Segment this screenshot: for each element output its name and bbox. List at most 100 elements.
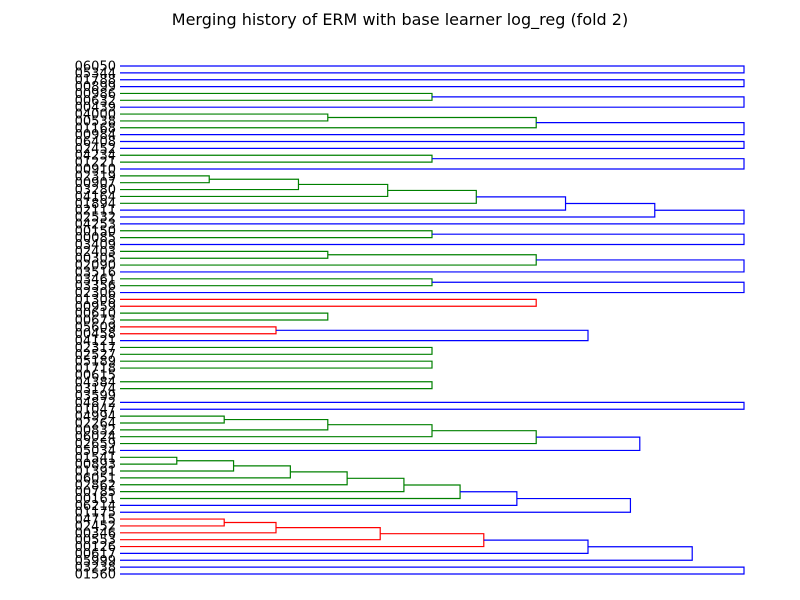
leaf-label: 03599	[75, 389, 116, 404]
leaf-label: 06024	[75, 430, 116, 445]
leaf-label: 05609	[75, 320, 116, 335]
leaf-label: 01308	[75, 293, 116, 308]
leaf-label: 00126	[75, 540, 116, 555]
leaf-label: 02659	[75, 437, 116, 452]
leaf-label: 03280	[75, 183, 116, 198]
leaf-label: 00832	[75, 423, 116, 438]
merge-link-blue	[120, 259, 745, 273]
merge-link-red	[120, 518, 225, 527]
leaf-label: 00673	[75, 314, 116, 329]
leaf-label: 02319	[75, 169, 116, 184]
merge-link-blue	[120, 566, 745, 575]
merge-link-blue	[120, 96, 745, 108]
leaf-label: 01391	[75, 465, 116, 480]
merge-link-blue	[120, 158, 745, 170]
merge-link-blue	[120, 122, 745, 136]
leaf-label: 04384	[75, 375, 116, 390]
merge-link-green	[120, 424, 433, 438]
leaf-label: 04234	[75, 149, 116, 164]
merge-link-blue	[120, 233, 745, 246]
merge-link-blue	[120, 65, 745, 74]
leaf-label: 02090	[75, 259, 116, 274]
merge-link-green	[120, 346, 433, 355]
leaf-label: 00615	[75, 368, 116, 383]
leaf-label: 00458	[75, 327, 116, 342]
merge-link-blue	[120, 546, 693, 561]
leaf-label: 02111	[75, 204, 116, 219]
merge-link-green	[120, 381, 433, 390]
leaf-label: 03409	[75, 238, 116, 253]
leaf-label: 03238	[75, 561, 116, 576]
merge-link-green	[120, 230, 433, 239]
dendrogram-links	[120, 65, 745, 575]
leaf-label: 00893	[75, 458, 116, 473]
leaf-label: 00150	[75, 224, 116, 239]
leaf-label: 03174	[75, 382, 116, 397]
merge-link-green	[120, 113, 329, 122]
merge-link-green	[120, 360, 433, 369]
merge-link-green	[120, 415, 225, 424]
leaf-labels: 0605005344017880089900986006320043904000…	[75, 60, 116, 583]
chart-title: Merging history of ERM with base learner…	[171, 10, 629, 29]
leaf-label: 05344	[75, 66, 116, 81]
merge-link-green	[120, 92, 433, 101]
leaf-label: 00910	[75, 162, 116, 177]
leaf-label: 06214	[75, 499, 116, 514]
leaf-label: 01175	[75, 506, 116, 521]
leaf-label: 04994	[75, 410, 116, 425]
leaf-label: 01541	[75, 451, 116, 466]
merge-link-red	[120, 527, 381, 541]
leaf-label: 05999	[75, 554, 116, 569]
merge-link-blue	[120, 209, 745, 225]
merge-link-blue	[120, 281, 745, 294]
merge-link-red	[120, 298, 537, 307]
leaf-label: 04253	[75, 217, 116, 232]
leaf-label: 02403	[75, 245, 116, 260]
leaf-label: 02862	[75, 478, 116, 493]
leaf-label: 01718	[75, 362, 116, 377]
leaf-label: 06050	[75, 60, 116, 75]
leaf-label: 00610	[75, 307, 116, 322]
leaf-label: 04715	[75, 513, 116, 528]
leaf-label: 01788	[75, 73, 116, 88]
leaf-label: 00305	[75, 252, 116, 267]
leaf-label: 01168	[75, 121, 116, 136]
leaf-label: 05034	[75, 444, 116, 459]
leaf-label: 00959	[75, 300, 116, 315]
leaf-label: 01047	[75, 403, 116, 418]
leaf-label: 00785	[75, 485, 116, 500]
merge-link-green	[120, 312, 329, 321]
leaf-label: 01560	[75, 568, 116, 583]
leaf-label: 00439	[75, 101, 116, 116]
leaf-label: 00984	[75, 128, 116, 143]
leaf-label: 00632	[75, 94, 116, 109]
merge-link-blue	[120, 329, 589, 342]
leaf-label: 04164	[75, 190, 116, 205]
leaf-label: 02306	[75, 286, 116, 301]
leaf-label: 02527	[75, 348, 116, 363]
leaf-label: 03516	[75, 265, 116, 280]
leaf-label: 00986	[75, 87, 116, 102]
leaf-label: 04121	[75, 334, 116, 349]
leaf-label: 03356	[75, 279, 116, 294]
merge-link-blue	[120, 497, 632, 513]
merge-link-green	[120, 250, 329, 259]
leaf-label: 00907	[75, 176, 116, 191]
leaf-label: 02452	[75, 519, 116, 534]
leaf-label: 02452	[75, 142, 116, 157]
leaf-label: 00085	[75, 231, 116, 246]
merge-link-green	[120, 183, 389, 198]
merge-link-green	[120, 175, 210, 184]
merge-link-green	[120, 465, 291, 479]
leaf-label: 05189	[75, 355, 116, 370]
leaf-label: 06408	[75, 135, 116, 150]
leaf-label: 00617	[75, 547, 116, 562]
leaf-label: 00346	[75, 526, 116, 541]
leaf-label: 02532	[75, 211, 116, 226]
merge-link-green	[120, 456, 178, 465]
leaf-label: 03461	[75, 272, 116, 287]
leaf-label: 00899	[75, 80, 116, 95]
leaf-label: 00161	[75, 492, 116, 507]
leaf-label: 04000	[75, 108, 116, 123]
leaf-label: 00553	[75, 533, 116, 548]
